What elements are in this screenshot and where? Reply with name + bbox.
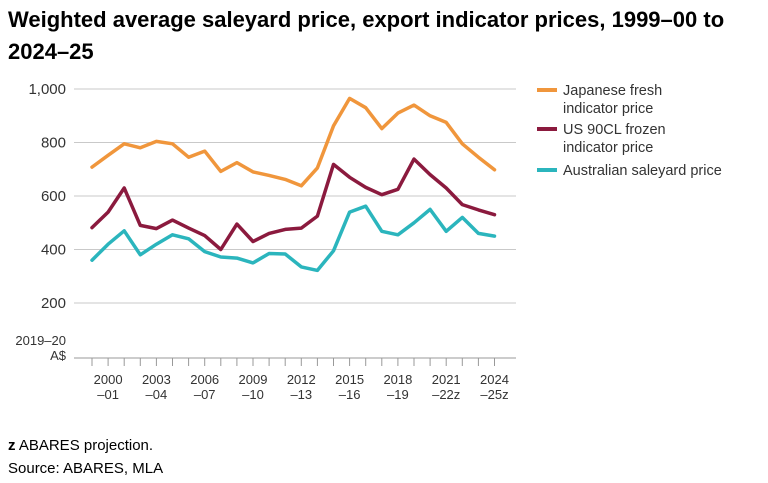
y-tick-label: 800 (41, 135, 66, 152)
legend-label: Japanese fresh (563, 83, 662, 99)
projection-note: z ABARES projection. (8, 434, 163, 457)
x-tick-label: 2012 (287, 372, 316, 387)
x-tick-label: 2021 (432, 372, 461, 387)
x-tick-label: 2006 (190, 372, 219, 387)
x-axis: 2000–012003–042006–072009–102012–132015–… (74, 357, 516, 402)
legend-label-sub: indicator price (563, 101, 653, 117)
source-note: Source: ABARES, MLA (8, 460, 164, 477)
legend-label: Australian saleyard price (563, 163, 722, 179)
unit-label-line1: 2019–20 (15, 333, 66, 348)
y-axis: 1,000 800 600 400 200 (28, 81, 66, 312)
projection-marker: z (8, 437, 16, 454)
x-tick-label: 2018 (383, 372, 412, 387)
x-tick-label: 2024 (480, 372, 509, 387)
x-tick-label-sub: –04 (146, 387, 168, 402)
x-tick-label-sub: –01 (97, 387, 119, 402)
y-tick-label: 1,000 (28, 81, 66, 98)
series-line (90, 96, 497, 188)
series-lines (90, 96, 497, 273)
x-tick-label-sub: –07 (194, 387, 216, 402)
x-tick-label-sub: –25z (480, 387, 508, 402)
series-line (90, 204, 497, 273)
legend-label-sub: indicator price (563, 140, 653, 156)
y-tick-label: 600 (41, 188, 66, 205)
x-tick-label-sub: –16 (339, 387, 361, 402)
legend-label: US 90CL frozen (563, 122, 666, 138)
unit-label-line2: A$ (50, 348, 67, 363)
footnote: z ABARES projection. Source: ABARES, MLA (8, 434, 163, 480)
x-tick-label: 2015 (335, 372, 364, 387)
x-tick-label: 2009 (239, 372, 268, 387)
series-line (90, 157, 497, 252)
x-tick-label: 2000 (94, 372, 123, 387)
y-tick-label: 200 (41, 295, 66, 312)
line-chart: 1,000 800 600 400 200 2019–20 A$ 2000–01 2003… (15, 81, 722, 402)
x-tick-label-sub: –22z (432, 387, 460, 402)
projection-text: ABARES projection. (15, 437, 154, 454)
x-tick-label: 2003 (142, 372, 171, 387)
x-tick-label-sub: –13 (290, 387, 312, 402)
y-tick-label: 400 (41, 242, 66, 259)
legend: Japanese fresh indicator price US 90CL fro… (537, 83, 722, 179)
x-tick-label-sub: –10 (242, 387, 264, 402)
x-tick-label-sub: –19 (387, 387, 409, 402)
grid-lines (74, 88, 516, 304)
chart-title: Weighted average saleyard price, export … (8, 7, 725, 64)
